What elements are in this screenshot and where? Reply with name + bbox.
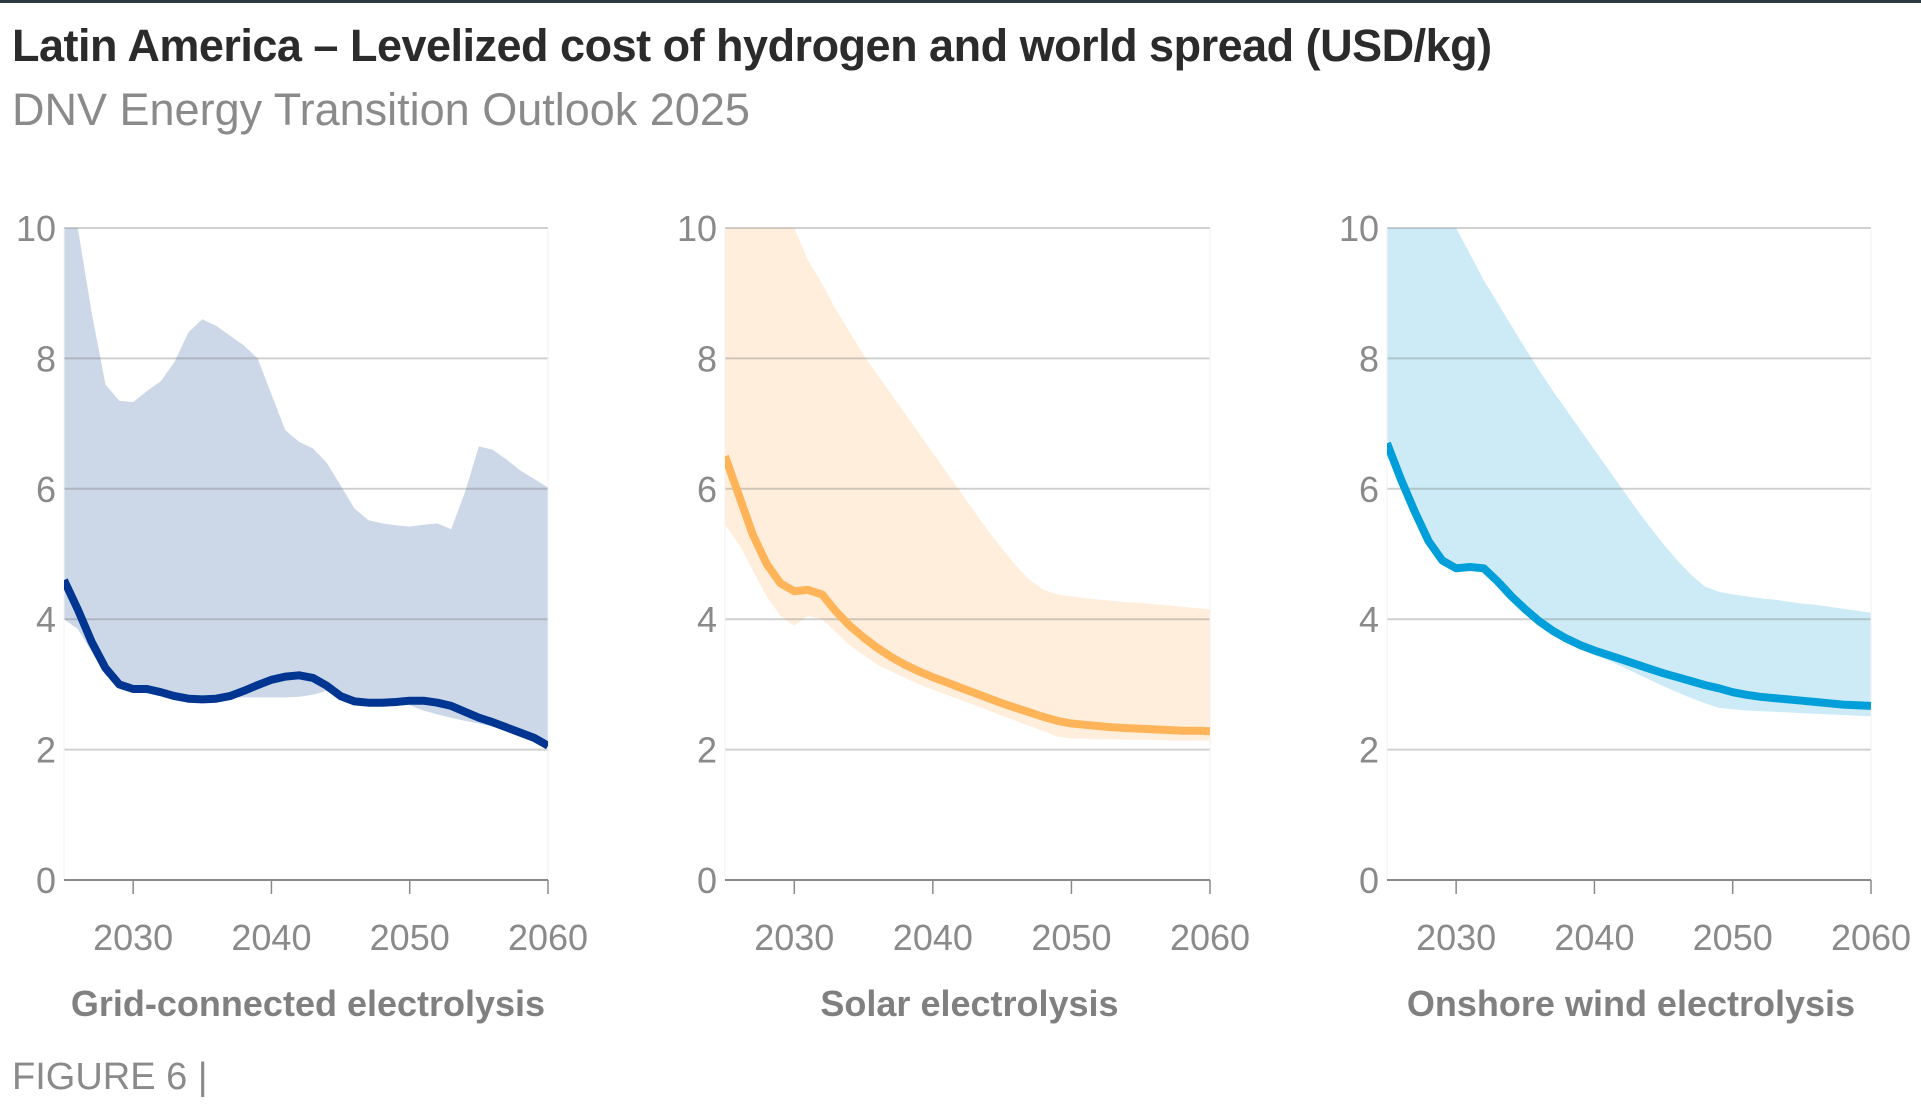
x-tick-label: 2030	[754, 917, 834, 958]
y-tick-label: 8	[36, 338, 56, 379]
x-tick-label: 2050	[1693, 917, 1773, 958]
series-line-latin-america	[725, 454, 1210, 736]
chart-panel-1: 2030 2040 2050 2060 0 2 4 6 8 10 Grid-connected el…	[16, 208, 588, 1024]
figure-label: FIGURE 6 |	[12, 1056, 208, 1098]
x-tick-label: 2050	[370, 917, 450, 958]
chart-panel-3: 2030 2040 2050 2060 0 2 4 6 8 10 Onshore wind elec…	[1339, 208, 1911, 1024]
y-tick-label: 4	[1359, 599, 1379, 640]
y-tick-label: 10	[1339, 208, 1379, 249]
x-tick-label: 2030	[93, 917, 173, 958]
x-tick-label: 2040	[1554, 917, 1634, 958]
y-tick-label: 6	[697, 469, 717, 510]
y-tick-label: 4	[36, 599, 56, 640]
y-tick-label: 2	[1359, 730, 1379, 771]
y-tick-label: 4	[697, 599, 717, 640]
x-tick-label: 2030	[1416, 917, 1496, 958]
series-line-latin-america	[1387, 441, 1871, 710]
chart-panel-2: 2030 2040 2050 2060 0 2 4 6 8 10 Solar electrolysi…	[677, 208, 1250, 1024]
x-tick-label: 2060	[1170, 917, 1250, 958]
y-tick-label: 0	[697, 860, 717, 901]
y-tick-label: 8	[1359, 338, 1379, 379]
spread-band	[725, 228, 1210, 741]
y-tick-label: 6	[1359, 469, 1379, 510]
panel-title: Onshore wind electrolysis	[1407, 983, 1855, 1024]
x-tick-label: 2040	[893, 917, 973, 958]
x-tick-label: 2050	[1031, 917, 1111, 958]
y-tick-label: 0	[36, 860, 56, 901]
series-line-latin-america	[64, 578, 548, 750]
y-tick-label: 6	[36, 469, 56, 510]
panel-title: Solar electrolysis	[820, 983, 1118, 1024]
y-tick-label: 8	[697, 338, 717, 379]
x-tick-label: 2060	[1831, 917, 1911, 958]
panel-title: Grid-connected electrolysis	[71, 983, 545, 1024]
x-tick-label: 2060	[508, 917, 588, 958]
chart-subtitle: DNV Energy Transition Outlook 2025	[12, 84, 750, 135]
x-tick-label: 2040	[231, 917, 311, 958]
y-tick-label: 2	[36, 730, 56, 771]
spread-band	[1387, 228, 1871, 717]
top-rule	[0, 0, 1921, 3]
y-tick-label: 2	[697, 730, 717, 771]
spread-band	[64, 228, 548, 749]
y-tick-label: 10	[16, 208, 56, 249]
chart-title: Latin America – Levelized cost of hydrog…	[12, 20, 1492, 71]
y-tick-label: 10	[677, 208, 717, 249]
y-tick-label: 0	[1359, 860, 1379, 901]
